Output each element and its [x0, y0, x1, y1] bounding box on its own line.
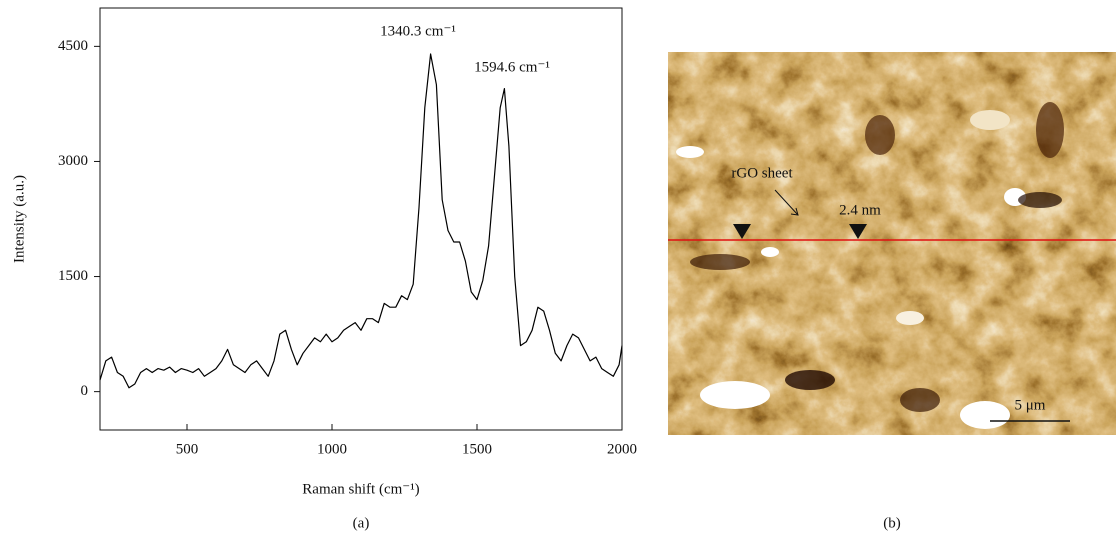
panel-label: (a)	[353, 515, 370, 531]
arrow	[774, 189, 799, 216]
y-tick-label: 1500	[58, 268, 88, 284]
y-axis-label: Intensity (a.u.)	[11, 175, 27, 263]
image-label: rGO sheet	[731, 165, 793, 181]
annotation: 1594.6 cm⁻¹	[474, 59, 550, 75]
y-tick-label: 3000	[58, 153, 88, 169]
y-tick-label: 4500	[58, 38, 88, 54]
y-tick-label: 0	[81, 383, 89, 399]
image-label: 2.4 nm	[839, 202, 881, 218]
plot-frame	[99, 7, 623, 431]
x-tick-label: 500	[176, 441, 199, 457]
afm-image	[668, 52, 1116, 435]
arrow-head	[790, 207, 799, 216]
panel-label: (b)	[883, 515, 901, 531]
x-tick-label: 2000	[607, 441, 637, 457]
x-tick-label: 1000	[317, 441, 347, 457]
x-axis-label: Raman shift (cm⁻¹)	[302, 481, 419, 497]
marker	[733, 224, 751, 239]
scale-label: 5 μm	[1015, 397, 1046, 413]
marker	[849, 224, 867, 239]
annotation: 1340.3 cm⁻¹	[380, 23, 456, 39]
spectrum-line	[99, 53, 623, 389]
x-tick-label: 1500	[462, 441, 492, 457]
